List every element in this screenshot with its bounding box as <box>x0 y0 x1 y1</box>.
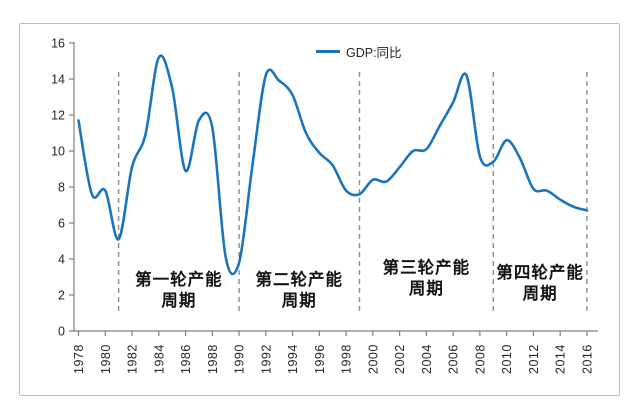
y-axis-tick-label: 16 <box>51 37 65 51</box>
cycle-label-4: 第四轮产能 周期 <box>496 263 584 305</box>
y-axis-tick-label: 10 <box>51 145 65 159</box>
x-axis-tick-label: 1982 <box>126 344 140 374</box>
x-axis-tick-label: 2000 <box>366 344 380 374</box>
x-axis-tick-label: 1990 <box>233 344 247 374</box>
y-axis-tick-label: 4 <box>58 253 65 267</box>
gdp-line-series <box>77 54 589 276</box>
x-axis-tick-label: 1980 <box>99 344 113 374</box>
x-axis-tick-label: 1992 <box>259 344 273 374</box>
y-axis-tick-label: 8 <box>58 181 65 195</box>
legend-line-swatch <box>316 50 340 53</box>
cycle-label-2-line1: 第二轮产能 <box>255 271 344 289</box>
x-axis-tick-label: 1988 <box>206 344 220 374</box>
x-axis-tick-label: 2006 <box>447 344 461 374</box>
x-axis-tick-label: 1996 <box>313 344 327 374</box>
x-axis-tick-label: 2004 <box>420 344 434 374</box>
x-axis-tick-label: 2010 <box>500 344 514 374</box>
x-axis-tick-label: 1998 <box>340 344 354 374</box>
y-axis-tick-label: 2 <box>58 289 65 303</box>
cycle-label-4-line2: 周期 <box>522 285 558 303</box>
cycle-label-4-line1: 第四轮产能 <box>496 264 584 282</box>
y-axis-tick-label: 12 <box>51 109 65 123</box>
cycle-label-3-line2: 周期 <box>408 280 444 298</box>
cycle-label-2: 第二轮产能 周期 <box>256 270 344 312</box>
x-axis-tick-label: 2008 <box>473 344 487 374</box>
x-axis-tick-label: 2014 <box>554 344 568 374</box>
cycle-label-2-line2: 周期 <box>281 292 317 310</box>
cycle-label-1-line2: 周期 <box>161 292 197 310</box>
y-axis-tick-label: 6 <box>58 217 65 231</box>
legend: GDP:同比 <box>316 42 402 61</box>
x-axis-tick-label: 1978 <box>72 344 86 374</box>
y-axis-tick-label: 14 <box>51 73 65 87</box>
x-axis-tick-label: 2016 <box>580 344 594 374</box>
y-axis-tick-label: 0 <box>58 325 65 339</box>
x-axis-tick-label: 1986 <box>179 344 193 374</box>
legend-label: GDP:同比 <box>346 46 402 60</box>
x-axis-tick-label: 2002 <box>393 344 407 374</box>
x-axis-tick-label: 1984 <box>152 344 166 374</box>
cycle-label-1: 第一轮产能 周期 <box>135 270 223 312</box>
cycle-label-1-line1: 第一轮产能 <box>135 271 223 289</box>
x-axis-tick-label: 1994 <box>286 344 300 374</box>
cycle-label-3-line1: 第三轮产能 <box>382 259 471 277</box>
x-axis-tick-label: 2012 <box>527 344 541 374</box>
cycle-label-3: 第三轮产能 周期 <box>383 258 471 300</box>
